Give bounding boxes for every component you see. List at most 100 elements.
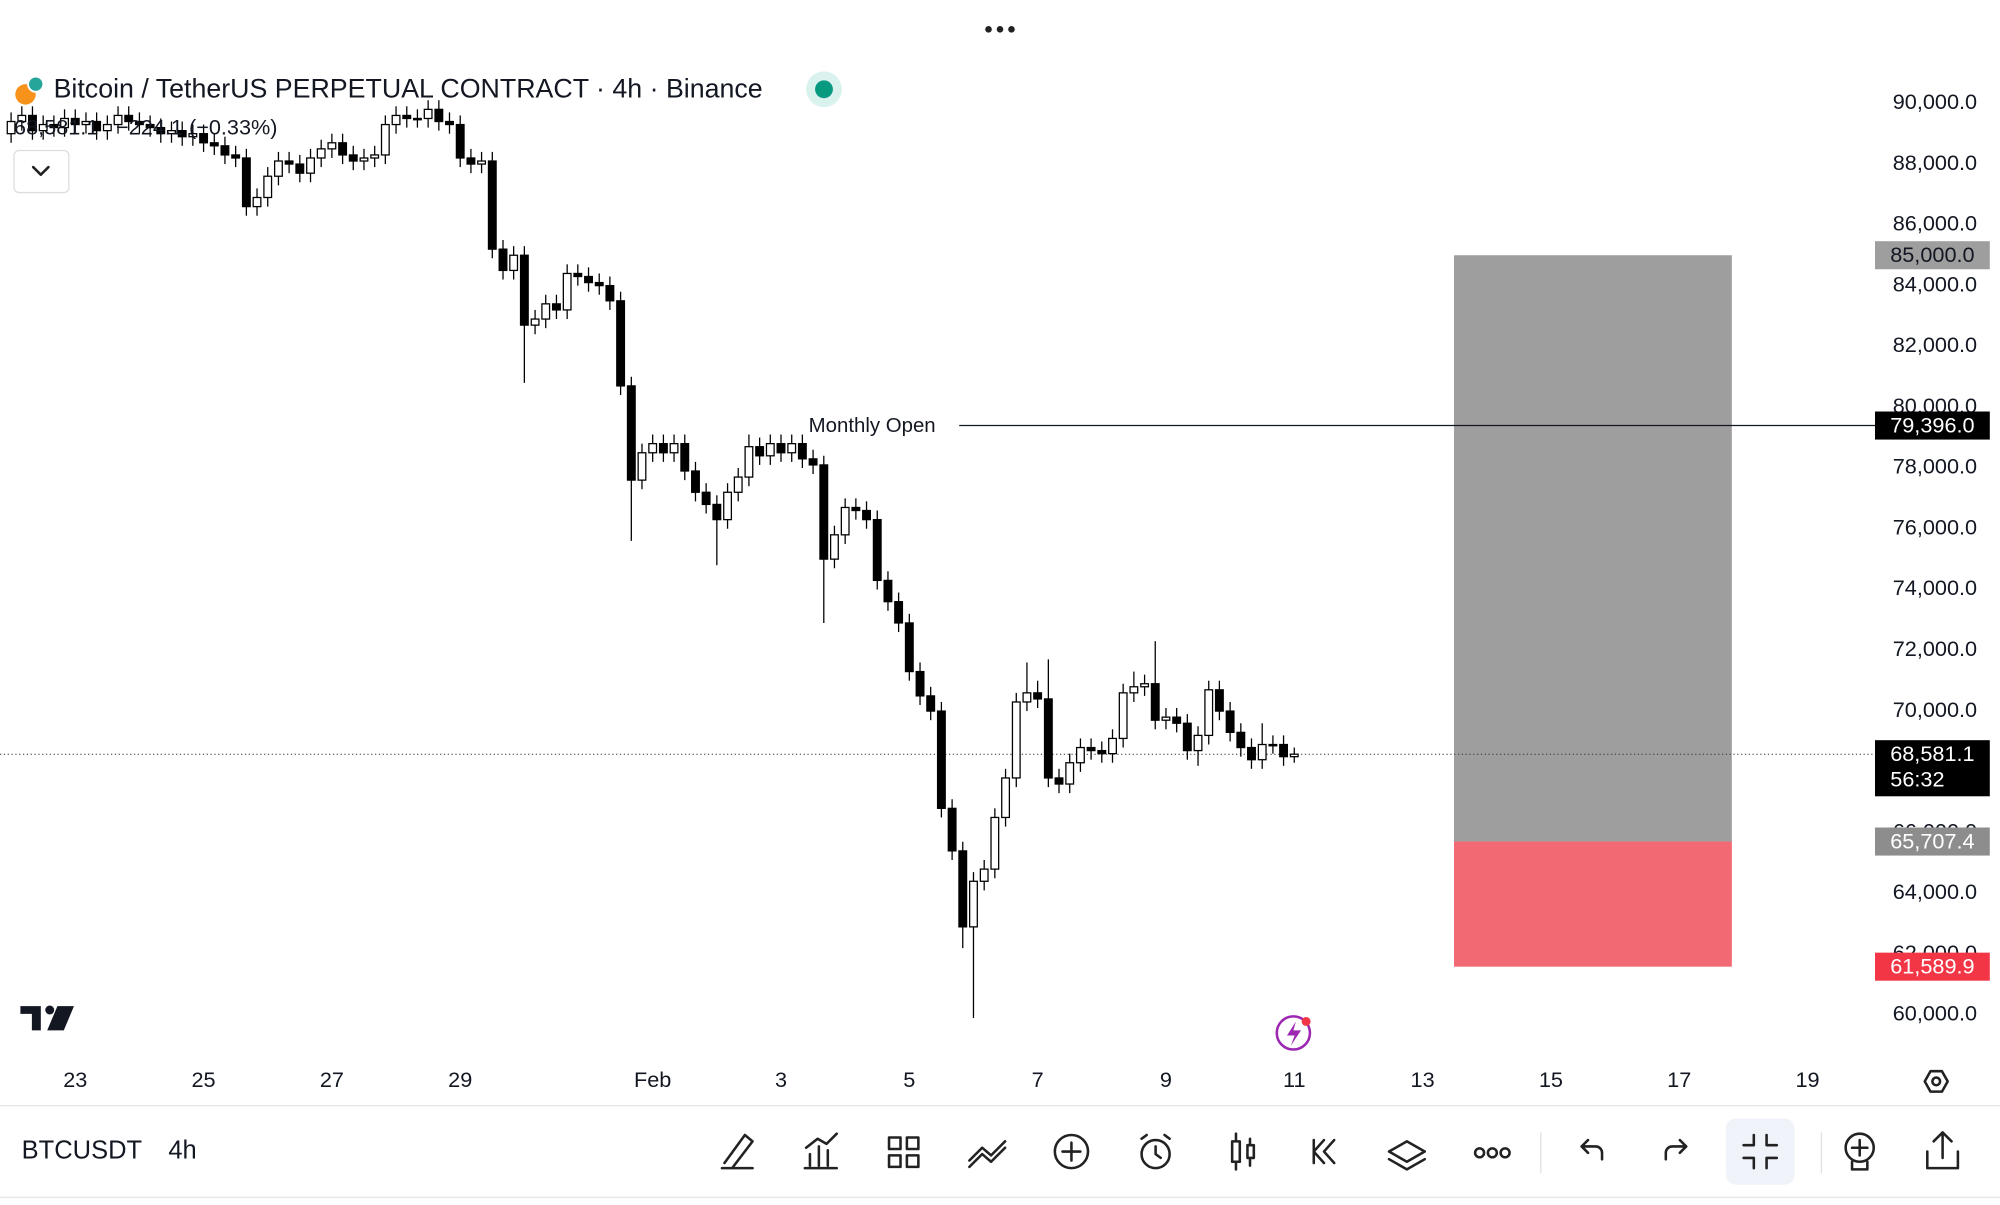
candle-body: [124, 114, 134, 123]
menu-dot[interactable]: [985, 26, 992, 33]
y-tick-label: 72,000.0: [1893, 636, 1977, 661]
candle-body: [562, 272, 572, 311]
fullscreen-icon[interactable]: [1742, 1133, 1779, 1170]
toolbar-interval[interactable]: 4h: [168, 1136, 196, 1164]
more-icon[interactable]: [1473, 1147, 1486, 1159]
entry-tag-bg: [1875, 827, 1990, 856]
candle-body: [819, 464, 829, 560]
candle-body: [1182, 722, 1192, 752]
candle-body: [177, 129, 187, 138]
undo-icon[interactable]: [1580, 1138, 1604, 1161]
candle-body: [6, 120, 16, 135]
y-tick-label: 82,000.0: [1893, 332, 1977, 357]
candle-body: [102, 123, 112, 132]
candle-body: [1236, 731, 1246, 749]
settings-button[interactable]: [1923, 1069, 1949, 1093]
tv-logo: [20, 1005, 74, 1031]
candle-body: [231, 154, 241, 159]
candle-body: [712, 503, 722, 521]
x-tick-label: 25: [192, 1067, 216, 1092]
draw-icon[interactable]: [720, 1133, 754, 1170]
status-dot: [815, 80, 833, 99]
candle-body: [49, 123, 59, 129]
candle-body: [348, 154, 358, 162]
candle-body: [487, 160, 497, 250]
candle-body: [1161, 716, 1171, 721]
candle-body: [626, 385, 636, 481]
candle-body: [840, 506, 850, 536]
candle-body: [1193, 734, 1203, 752]
candle-body: [1214, 689, 1224, 712]
fullscreen-bg[interactable]: [1725, 1118, 1795, 1185]
last-price: 68,581.1: [14, 115, 98, 140]
ideas-icon[interactable]: [1844, 1132, 1875, 1164]
x-tick-label: 15: [1539, 1067, 1563, 1092]
candle-body: [1172, 716, 1182, 724]
candle-body: [680, 443, 690, 472]
menu-dot[interactable]: [1008, 26, 1015, 33]
alert-icon[interactable]: [1140, 1138, 1171, 1170]
monthly-open-label: Monthly Open: [809, 415, 936, 437]
candle-body: [17, 114, 27, 123]
price-change: −224.1 (−0.33%): [116, 115, 277, 140]
candle-body: [904, 622, 914, 673]
candle-body: [359, 157, 369, 162]
candle-body: [284, 160, 294, 165]
layers-icon[interactable]: [1387, 1140, 1427, 1171]
candle-body: [862, 509, 871, 521]
candle-body: [509, 254, 519, 272]
chart-area: 23 25 27 29 Feb 3 5 7 9 11 13 15 17 1960,000.062,000.…: [0, 89, 1990, 1092]
redo-icon[interactable]: [1664, 1138, 1688, 1161]
candle-body: [156, 126, 166, 135]
candle-body: [402, 114, 412, 120]
candle-body: [1001, 777, 1011, 819]
x-tick-label: 23: [63, 1067, 87, 1092]
collapse-button[interactable]: [13, 149, 70, 194]
candle-body: [145, 123, 155, 129]
y-tick-label: 64,000.0: [1893, 879, 1977, 904]
candle-body: [1011, 701, 1021, 779]
share-icon[interactable]: [1926, 1131, 1960, 1170]
target-tag: 85,000.0: [1890, 242, 1974, 267]
candle-body: [1279, 743, 1289, 758]
candle-body: [1268, 743, 1278, 747]
y-tick-label: 78,000.0: [1893, 454, 1977, 479]
entry-tag: 65,707.4: [1890, 829, 1974, 854]
candle-body: [605, 284, 615, 302]
candle-body: [327, 142, 337, 150]
stop-tag-bg: [1875, 952, 1990, 981]
compare-icon[interactable]: [968, 1140, 1007, 1169]
candle-body: [519, 254, 529, 326]
y-tick-label: 76,000.0: [1893, 514, 1977, 539]
add-icon[interactable]: [1053, 1133, 1090, 1170]
candle-body: [1289, 753, 1299, 758]
menu-dot[interactable]: [996, 26, 1004, 33]
candle-body: [658, 443, 668, 454]
candle-body: [167, 129, 176, 135]
x-tick-label: 17: [1667, 1067, 1691, 1092]
indicators-icon[interactable]: [803, 1132, 839, 1170]
y-tick-label: 88,000.0: [1893, 150, 1977, 175]
candle-body: [1129, 686, 1139, 694]
toolbar-symbol[interactable]: BTCUSDT: [22, 1136, 142, 1164]
monthly-open-tag-bg: [1875, 411, 1990, 440]
candle-body: [1247, 746, 1256, 761]
candle-body: [1204, 689, 1214, 737]
candle-body: [1022, 692, 1032, 703]
chevron-icon: [31, 165, 50, 176]
candle-body: [990, 816, 1000, 870]
current-price-tag: 68,581.1: [1890, 741, 1974, 766]
candle-body: [776, 443, 786, 454]
bar-style-icon[interactable]: [1230, 1132, 1256, 1171]
candle-body: [1108, 737, 1117, 755]
candle-body: [616, 300, 626, 387]
candle-body: [445, 120, 454, 126]
candle-body: [541, 303, 551, 320]
candle-body: [594, 281, 604, 287]
candle-body: [295, 163, 305, 174]
layout-icon[interactable]: [887, 1136, 920, 1169]
replay-icon[interactable]: [1312, 1138, 1336, 1165]
candle-body: [787, 443, 797, 454]
